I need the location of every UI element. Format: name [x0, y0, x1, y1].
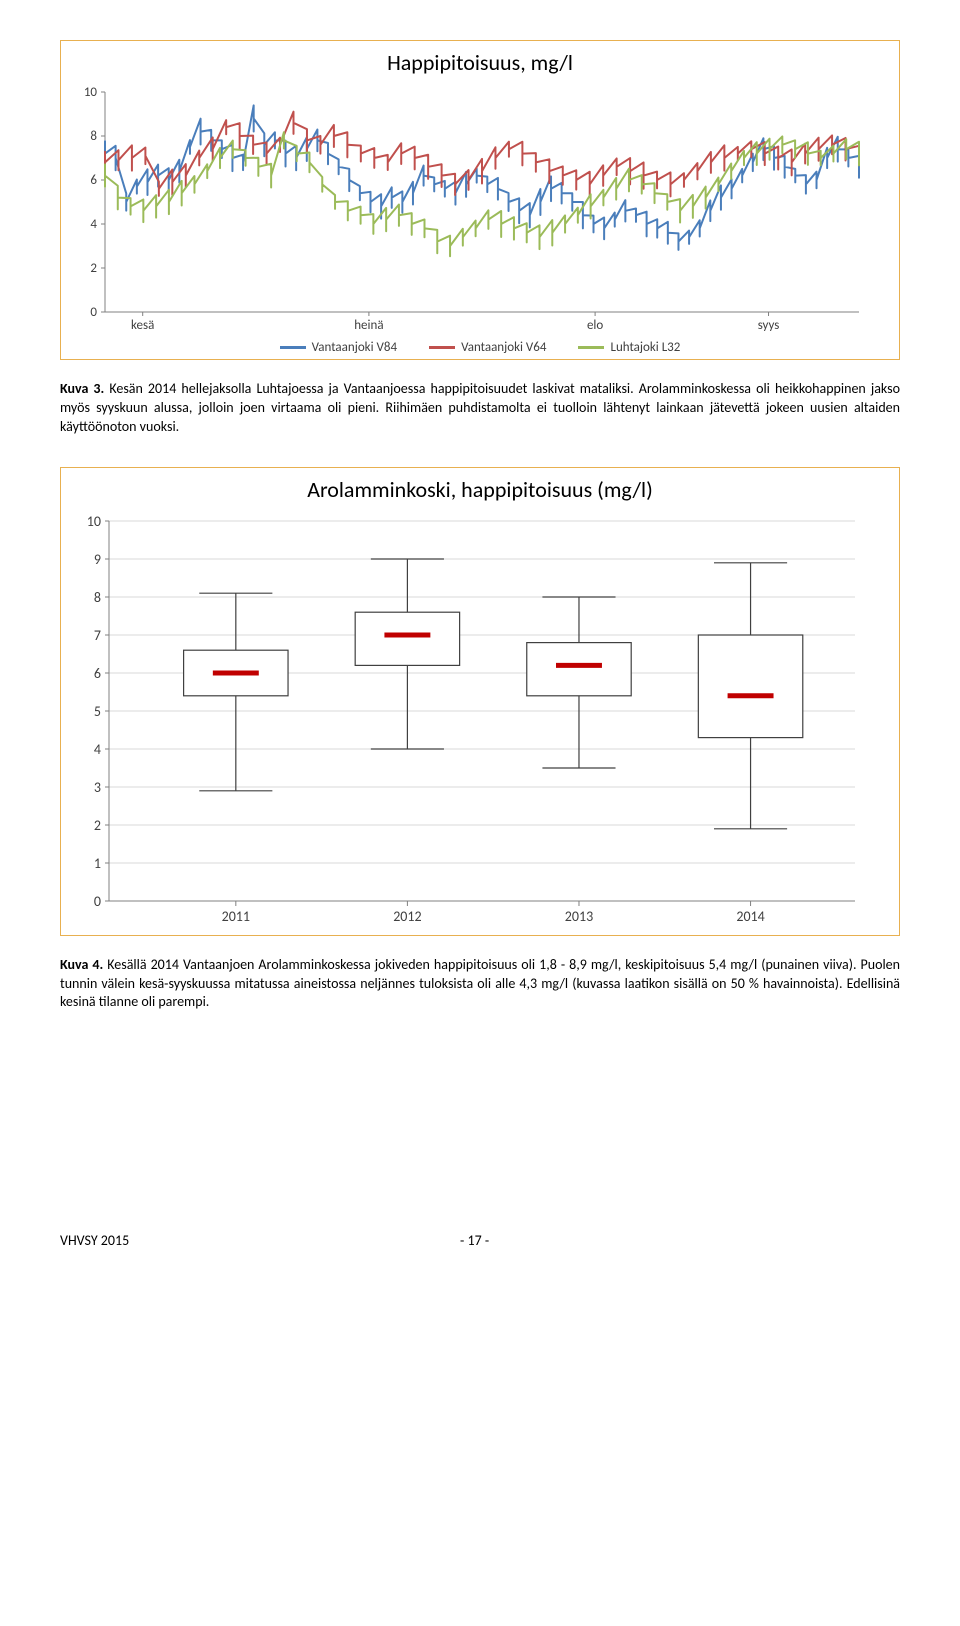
line-chart-title: Happipitoisuus, mg/l: [69, 49, 891, 76]
svg-text:7: 7: [94, 627, 101, 644]
caption-2-text: Kesällä 2014 Vantaanjoen Arolamminkoskes…: [60, 956, 900, 1011]
caption-2: Kuva 4. Kesällä 2014 Vantaanjoen Arolamm…: [60, 956, 900, 1013]
svg-text:10: 10: [84, 85, 98, 100]
legend-item: Vantaanjoki V84: [280, 340, 397, 355]
svg-text:kesä: kesä: [131, 318, 154, 333]
legend-label: Vantaanjoki V84: [312, 340, 397, 355]
legend-label: Vantaanjoki V64: [461, 340, 546, 355]
legend-label: Luhtajoki L32: [610, 340, 680, 355]
page-footer: VHVSY 2015 - 17 -: [60, 1232, 900, 1249]
svg-text:8: 8: [94, 589, 101, 606]
svg-text:9: 9: [94, 551, 101, 568]
svg-text:6: 6: [94, 665, 101, 682]
svg-text:2: 2: [94, 817, 101, 834]
caption-1-label: Kuva 3.: [60, 380, 104, 397]
svg-text:2: 2: [90, 261, 97, 276]
svg-text:2013: 2013: [565, 908, 593, 925]
svg-text:1: 1: [94, 855, 101, 872]
svg-text:2012: 2012: [393, 908, 421, 925]
boxplot-chart: Arolamminkoski, happipitoisuus (mg/l) 0 1 2…: [69, 476, 891, 931]
legend-item: Luhtajoki L32: [578, 340, 680, 355]
line-chart: Happipitoisuus, mg/l 0 2 4 6 8 10 kesä heinä elo s…: [69, 49, 891, 355]
svg-text:0: 0: [90, 305, 97, 320]
line-chart-frame: Happipitoisuus, mg/l 0 2 4 6 8 10 kesä heinä elo s…: [60, 40, 900, 360]
svg-text:2014: 2014: [736, 908, 764, 925]
svg-text:heinä: heinä: [354, 318, 383, 333]
legend-item: Vantaanjoki V64: [429, 340, 546, 355]
svg-text:4: 4: [94, 741, 101, 758]
caption-1-text: Kesän 2014 hellejaksolla Luhtajoessa ja …: [60, 380, 900, 435]
svg-text:2011: 2011: [222, 908, 250, 925]
boxplot-chart-title: Arolamminkoski, happipitoisuus (mg/l): [69, 476, 891, 503]
svg-text:syys: syys: [758, 318, 780, 333]
svg-text:4: 4: [90, 217, 97, 232]
svg-text:0: 0: [94, 893, 101, 910]
svg-text:elo: elo: [587, 318, 603, 333]
svg-text:3: 3: [94, 779, 101, 796]
footer-left: VHVSY 2015: [60, 1232, 129, 1249]
svg-text:10: 10: [87, 513, 101, 530]
caption-2-label: Kuva 4.: [60, 956, 103, 973]
caption-1: Kuva 3. Kesän 2014 hellejaksolla Luhtajo…: [60, 380, 900, 437]
svg-text:8: 8: [90, 129, 97, 144]
boxplot-chart-frame: Arolamminkoski, happipitoisuus (mg/l) 0 1 2…: [60, 467, 900, 936]
footer-page-number: - 17 -: [129, 1232, 820, 1249]
svg-text:6: 6: [90, 173, 97, 188]
line-chart-legend: Vantaanjoki V84 Vantaanjoki V64 Luhtajoki …: [69, 340, 891, 355]
svg-text:5: 5: [94, 703, 101, 720]
